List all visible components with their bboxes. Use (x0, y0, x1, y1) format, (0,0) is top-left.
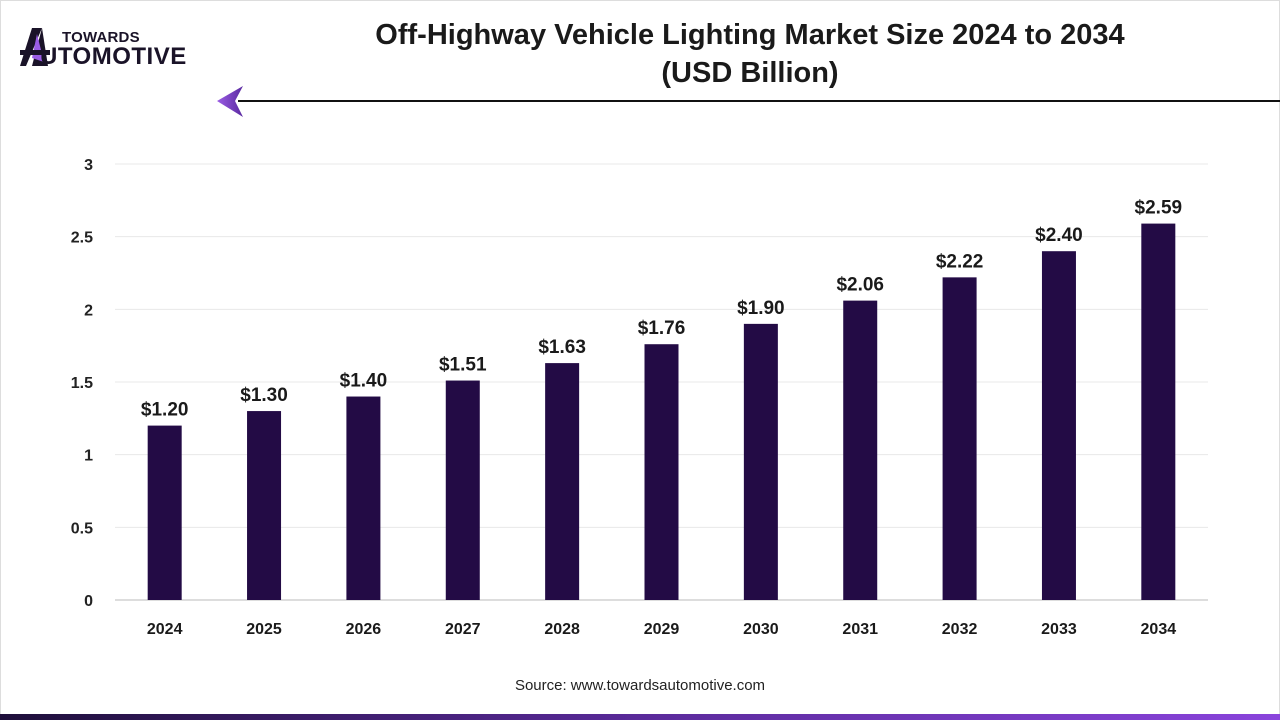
x-tick-label: 2024 (147, 621, 183, 638)
bar-2030 (743, 323, 778, 600)
bar-2027 (445, 380, 480, 600)
chart-title: Off-Highway Vehicle Lighting Market Size… (300, 16, 1200, 92)
data-label: $1.40 (340, 371, 388, 392)
y-tick-label: 1 (84, 448, 93, 465)
x-tick-label: 2028 (544, 621, 580, 638)
x-tick-label: 2032 (942, 621, 978, 638)
x-tick-label: 2033 (1041, 621, 1077, 638)
x-tick-label: 2029 (644, 621, 680, 638)
logo-mark-icon (20, 28, 50, 66)
y-tick-label: 0 (84, 593, 93, 610)
bar-2032 (942, 277, 977, 600)
bar-2031 (843, 300, 878, 600)
data-label: $2.22 (936, 251, 984, 272)
bar-2028 (545, 363, 580, 600)
bar-2033 (1041, 251, 1076, 600)
bar-2024 (147, 425, 182, 600)
data-label: $1.30 (240, 385, 288, 406)
logo-text-bottom: UTOMOTIVE (40, 43, 187, 70)
data-label: $2.06 (836, 275, 884, 296)
data-label: $1.90 (737, 298, 785, 319)
bar-2026 (346, 396, 381, 600)
y-tick-label: 2.5 (71, 230, 93, 247)
y-tick-label: 0.5 (71, 520, 93, 537)
chart-title-main: Off-Highway Vehicle Lighting Market Size… (375, 19, 1125, 51)
y-tick-label: 2 (84, 302, 93, 319)
x-tick-label: 2026 (346, 621, 382, 638)
data-label: $1.63 (538, 337, 586, 358)
data-label: $1.51 (439, 355, 487, 376)
data-label: $1.76 (638, 318, 686, 339)
x-tick-label: 2030 (743, 621, 779, 638)
bar-2029 (644, 344, 679, 600)
source-note: Source: www.towardsautomotive.com (514, 677, 766, 694)
title-underline (238, 100, 1280, 102)
data-label: $1.20 (141, 400, 189, 421)
data-label: $2.40 (1035, 225, 1083, 246)
bottom-gradient-bar (0, 714, 1280, 720)
bar-2025 (247, 411, 282, 600)
chart-subtitle: (USD Billion) (661, 57, 839, 89)
data-label: $2.59 (1135, 198, 1183, 219)
arrow-left-icon (217, 86, 243, 117)
y-tick-label: 1.5 (71, 375, 93, 392)
y-tick-label: 3 (84, 157, 93, 174)
x-tick-label: 2025 (246, 621, 282, 638)
x-tick-label: 2034 (1141, 621, 1177, 638)
x-tick-label: 2027 (445, 621, 481, 638)
x-tick-label: 2031 (842, 621, 878, 638)
logo-text-top: TOWARDS (62, 29, 140, 46)
bar-2034 (1141, 223, 1176, 600)
